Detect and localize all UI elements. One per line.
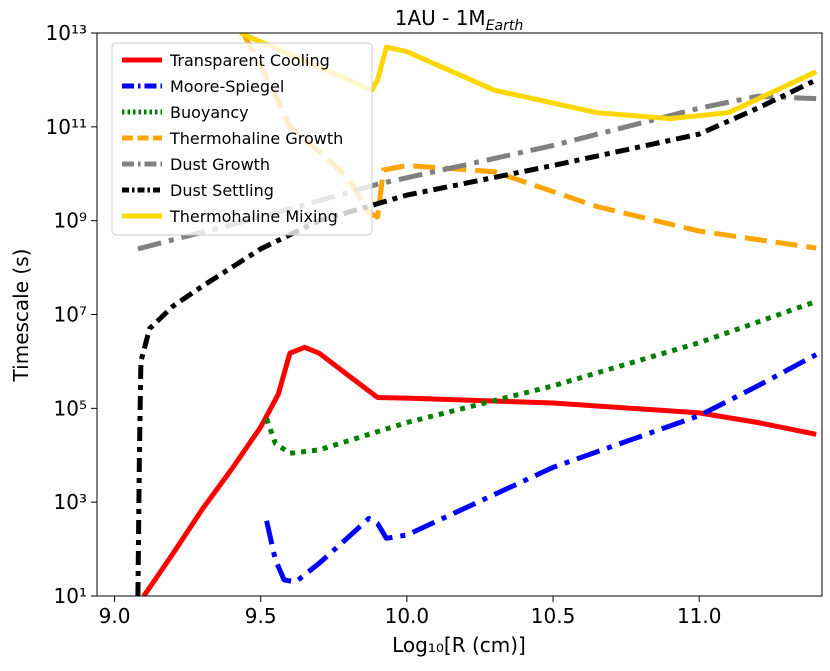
legend-box <box>111 42 373 236</box>
y-tick-label: 10⁵ <box>54 396 87 420</box>
series-line <box>264 352 818 585</box>
title-subscript: Earth <box>486 18 524 34</box>
x-tick-label: 11.0 <box>677 604 722 628</box>
x-axis-label: Log₁₀[R (cm)] <box>392 633 526 657</box>
legend-label: Dust Growth <box>170 155 270 174</box>
y-tick-label: 10⁹ <box>54 209 87 233</box>
legend-label: Transparent Cooling <box>169 51 330 70</box>
series-line <box>135 77 818 596</box>
series-line <box>141 344 817 596</box>
title-main: 1AU - 1M <box>395 6 486 30</box>
legend-label: Thermohaline Mixing <box>169 207 338 226</box>
series-line <box>264 299 818 456</box>
legend-label: Moore-Spiegel <box>170 77 284 96</box>
x-tick-label: 10.5 <box>531 604 576 628</box>
x-tick-label: 9.0 <box>99 604 131 628</box>
x-tick-label: 9.5 <box>245 604 277 628</box>
y-tick-label: 10³ <box>54 490 87 514</box>
x-tick-label: 10.0 <box>385 604 430 628</box>
chart-title: 1AU - 1MEarth <box>395 6 524 34</box>
y-tick-label: 10¹³ <box>46 21 87 45</box>
legend-label: Buoyancy <box>170 103 249 122</box>
y-axis-label: Timescale (s) <box>9 249 33 383</box>
y-tick-label: 10⁷ <box>54 303 87 327</box>
y-tick-label: 10¹ <box>54 584 87 608</box>
y-tick-label: 10¹¹ <box>46 115 87 139</box>
legend-label: Dust Settling <box>170 181 274 200</box>
legend-label: Thermohaline Growth <box>169 129 343 148</box>
